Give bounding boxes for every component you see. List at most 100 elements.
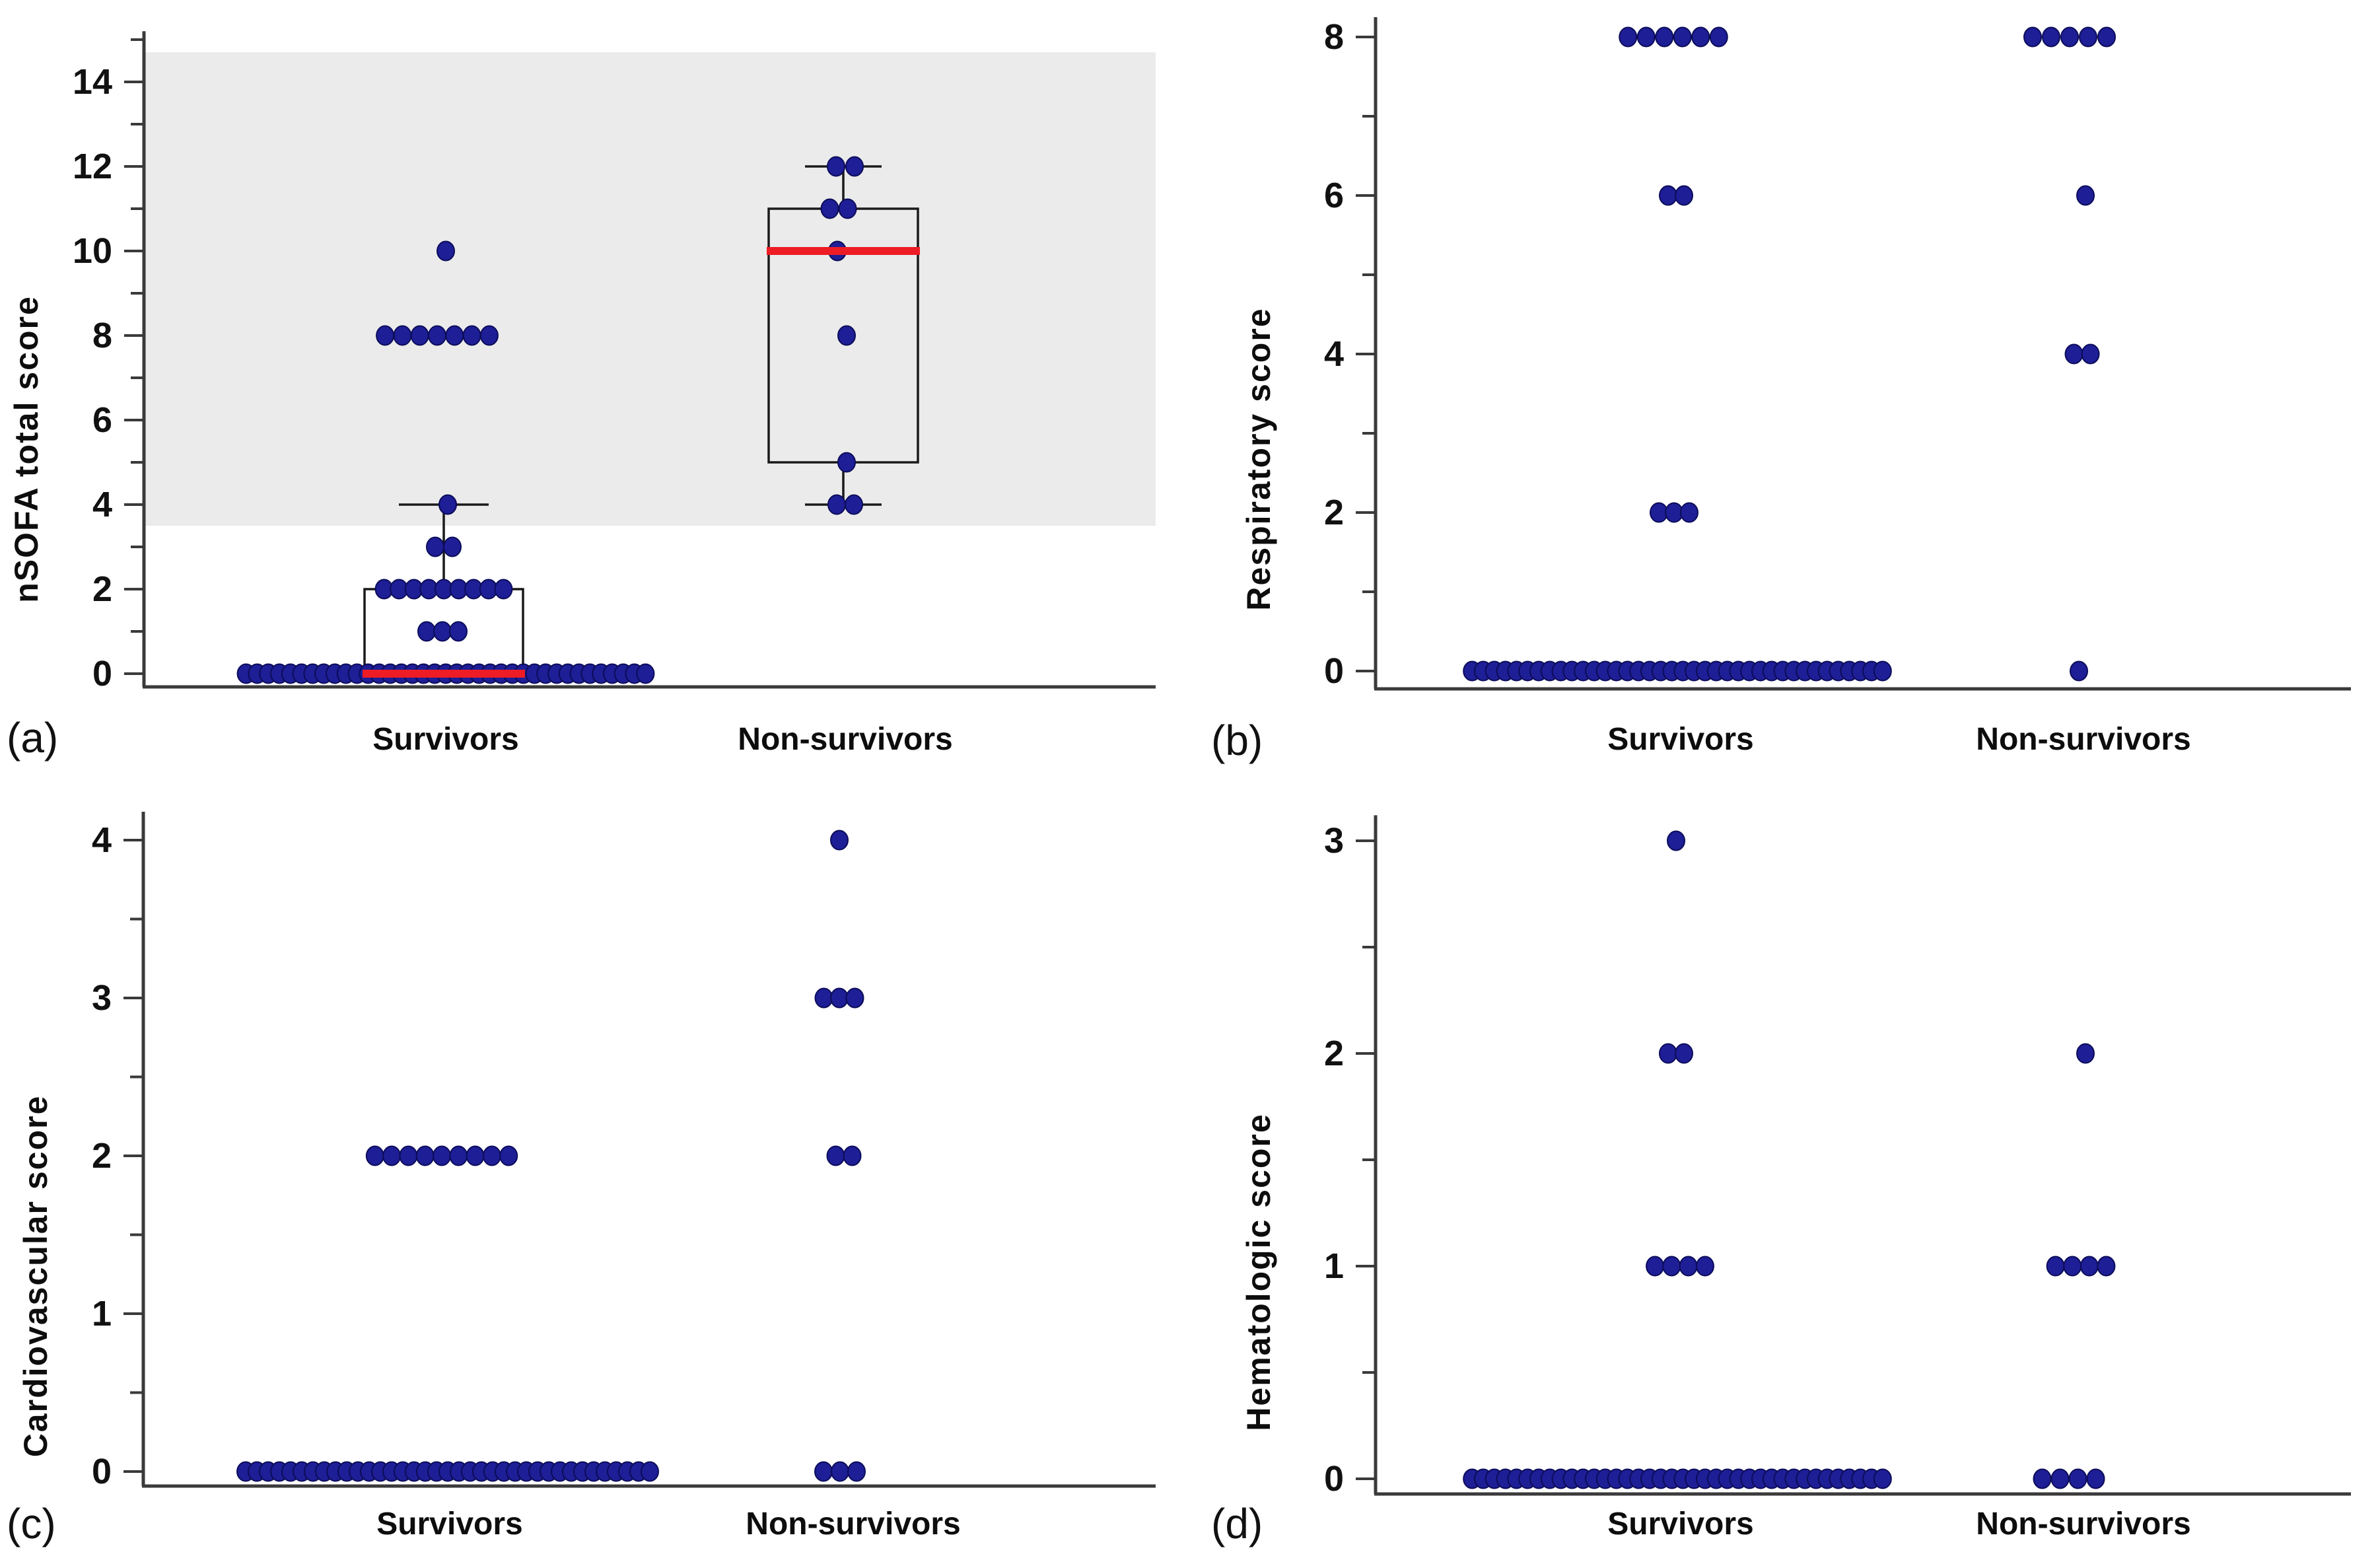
data-dot xyxy=(2081,343,2100,365)
y-tick-label: 6 xyxy=(92,400,112,440)
data-dot xyxy=(2023,26,2042,48)
group-survivors xyxy=(236,1145,659,1482)
data-dot xyxy=(2097,26,2116,48)
panel-c-category-survivors: Survivors xyxy=(376,1507,523,1542)
y-tick-label: 3 xyxy=(1324,821,1344,861)
data-dot xyxy=(827,156,845,177)
data-dot xyxy=(845,494,863,515)
data-dot xyxy=(1680,502,1698,523)
data-dot xyxy=(2042,26,2060,48)
data-dot xyxy=(479,325,499,346)
data-dot xyxy=(2076,1043,2095,1064)
data-dot xyxy=(449,621,468,642)
data-dot xyxy=(1655,26,1674,48)
panel-c-category-non-survivors: Non-survivors xyxy=(746,1507,961,1542)
data-dot xyxy=(417,621,436,642)
data-dot xyxy=(2070,660,2088,682)
y-tick-label: 10 xyxy=(73,231,112,271)
data-dot xyxy=(1673,26,1692,48)
data-dot xyxy=(399,1145,418,1166)
data-dot xyxy=(433,621,452,642)
data-dot xyxy=(827,494,846,515)
data-dot xyxy=(826,1145,845,1166)
y-tick-label: 2 xyxy=(92,569,112,609)
data-dot xyxy=(382,1145,402,1166)
panel-d: 0 1 2 3 Hematologic score Survivors Non-sur… xyxy=(1189,782,2379,1564)
y-tick-label: 4 xyxy=(92,485,112,524)
panel-b-y-axis-title: Respiratory score xyxy=(1240,307,1277,611)
panel-c-y-axis-title: Cardiovascular score xyxy=(17,1094,54,1458)
data-dot xyxy=(2079,26,2097,48)
median-line xyxy=(767,247,920,255)
panel-a: 0 2 4 6 8 10 12 14 nSOFA total score Survivors … xyxy=(0,0,1190,782)
data-dot xyxy=(443,536,462,557)
group-non-survivors xyxy=(814,830,866,1482)
data-dot xyxy=(365,1145,384,1166)
data-dot xyxy=(641,1461,659,1482)
panel-a-label: (a) xyxy=(7,714,59,762)
median-line xyxy=(363,670,525,678)
panel-d-category-non-survivors: Non-survivors xyxy=(1976,1507,2191,1542)
panel-d-label: (d) xyxy=(1211,1500,1263,1547)
y-tick-label: 2 xyxy=(1324,493,1344,532)
data-dot xyxy=(1667,830,1685,851)
group-non-survivors xyxy=(2033,1043,2116,1489)
y-tick-label: 14 xyxy=(73,62,112,102)
panel-c-label: (c) xyxy=(7,1500,56,1547)
data-dot xyxy=(1709,26,1728,48)
data-dot xyxy=(2046,1256,2065,1277)
panel-d-chart: 0 1 2 3 xyxy=(1324,815,2351,1499)
shaded-band xyxy=(145,52,1156,526)
group-survivors xyxy=(1463,26,1892,682)
y-tick-label: 1 xyxy=(92,1294,112,1333)
data-dot xyxy=(1646,1256,1665,1277)
data-dot xyxy=(843,1145,862,1166)
data-dot xyxy=(415,1145,435,1166)
y-tick-label: 8 xyxy=(92,316,112,355)
panel-b-label: (b) xyxy=(1211,717,1263,764)
panel-b-category-non-survivors: Non-survivors xyxy=(1976,722,2191,757)
data-dot xyxy=(1659,185,1677,206)
data-dot xyxy=(1675,1043,1693,1064)
panel-c-chart: 0 1 2 3 4 xyxy=(92,811,1156,1491)
panel-b: 0 2 4 6 8 Respiratory score Survivors Non-su… xyxy=(1189,0,2379,782)
data-dot xyxy=(433,1145,451,1166)
data-dot xyxy=(820,198,839,219)
group-survivors xyxy=(1463,830,1892,1489)
data-dot xyxy=(1691,26,1710,48)
data-dot xyxy=(830,830,849,851)
y-tick-label: 8 xyxy=(1324,17,1344,57)
panel-d-category-survivors: Survivors xyxy=(1607,1507,1754,1542)
y-tick-label: 0 xyxy=(92,654,112,693)
panel-b-category-survivors: Survivors xyxy=(1607,722,1754,757)
data-dot xyxy=(837,452,856,473)
data-dot xyxy=(847,1461,866,1482)
data-dot xyxy=(437,240,455,262)
data-dot xyxy=(845,156,864,177)
data-dot xyxy=(636,663,655,684)
data-dot xyxy=(393,325,412,346)
y-tick-label: 2 xyxy=(1324,1034,1344,1073)
data-dot xyxy=(428,325,446,346)
data-dot xyxy=(482,1145,501,1166)
group-non-survivors xyxy=(767,156,920,515)
data-dot xyxy=(1636,26,1656,48)
y-tick-label: 1 xyxy=(1324,1246,1344,1286)
data-dot xyxy=(1873,660,1892,682)
data-dot xyxy=(2060,26,2079,48)
panel-d-y-axis-title: Hematologic score xyxy=(1240,1113,1277,1431)
data-dot xyxy=(1619,26,1638,48)
data-dot xyxy=(1679,1256,1698,1277)
data-dot xyxy=(1675,185,1693,206)
data-dot xyxy=(1659,1043,1677,1064)
data-dot xyxy=(831,1461,849,1482)
data-dot xyxy=(410,325,429,346)
data-dot xyxy=(1695,1256,1714,1277)
data-dot xyxy=(2068,1468,2087,1489)
data-dot xyxy=(376,325,395,346)
data-dot xyxy=(494,579,513,600)
panel-a-category-survivors: Survivors xyxy=(372,722,519,757)
y-tick-label: 4 xyxy=(1324,334,1344,374)
data-dot xyxy=(2097,1256,2116,1277)
